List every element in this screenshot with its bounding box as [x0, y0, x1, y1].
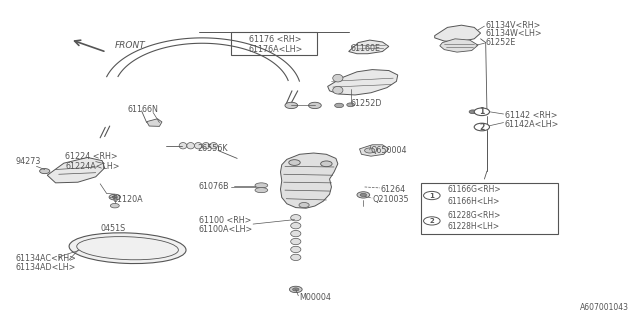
Bar: [231, 32, 317, 55]
Text: 94273: 94273: [15, 157, 41, 166]
Text: 61076B: 61076B: [199, 182, 230, 191]
Ellipse shape: [291, 215, 301, 221]
Ellipse shape: [179, 142, 187, 149]
Text: Q650004: Q650004: [371, 146, 408, 155]
Polygon shape: [440, 39, 478, 52]
Ellipse shape: [210, 142, 218, 149]
Circle shape: [424, 217, 440, 225]
Bar: [420, 183, 557, 234]
Text: 61100 <RH>: 61100 <RH>: [199, 216, 252, 225]
Circle shape: [360, 193, 367, 196]
Text: 61166N: 61166N: [127, 105, 159, 114]
Text: 61264: 61264: [381, 185, 406, 194]
Circle shape: [424, 191, 440, 200]
Text: 61224A<LH>: 61224A<LH>: [65, 162, 120, 171]
Ellipse shape: [291, 246, 301, 252]
Circle shape: [308, 102, 321, 108]
Ellipse shape: [291, 230, 301, 237]
Text: 61134AC<RH>: 61134AC<RH>: [15, 254, 76, 263]
Polygon shape: [47, 157, 104, 183]
Ellipse shape: [202, 142, 210, 149]
Text: 61134V<RH>: 61134V<RH>: [486, 21, 541, 30]
Ellipse shape: [195, 142, 202, 149]
Circle shape: [292, 288, 299, 291]
Text: 61166G<RH>: 61166G<RH>: [447, 185, 501, 194]
Text: 61160E: 61160E: [351, 44, 381, 53]
Text: Q210035: Q210035: [372, 195, 409, 204]
Circle shape: [474, 123, 490, 131]
Circle shape: [357, 192, 370, 198]
Text: 61134AD<LH>: 61134AD<LH>: [15, 263, 76, 272]
Text: 1: 1: [479, 107, 484, 116]
Circle shape: [110, 204, 119, 208]
Circle shape: [335, 103, 344, 108]
Ellipse shape: [255, 183, 268, 188]
Ellipse shape: [187, 142, 195, 149]
Text: 61134W<LH>: 61134W<LH>: [486, 29, 542, 38]
Text: 2: 2: [429, 218, 434, 224]
Ellipse shape: [333, 86, 343, 94]
Ellipse shape: [291, 238, 301, 245]
Polygon shape: [147, 119, 162, 126]
Text: 61252E: 61252E: [486, 38, 516, 47]
Ellipse shape: [69, 233, 186, 264]
Ellipse shape: [333, 74, 343, 82]
Circle shape: [289, 286, 302, 292]
Circle shape: [112, 196, 117, 198]
Circle shape: [289, 160, 300, 165]
Circle shape: [285, 102, 298, 108]
Text: 61166H<LH>: 61166H<LH>: [447, 197, 500, 206]
Circle shape: [365, 148, 375, 153]
Polygon shape: [280, 153, 338, 208]
Text: 2: 2: [479, 123, 484, 132]
Circle shape: [474, 108, 490, 116]
Text: 61228H<LH>: 61228H<LH>: [447, 222, 500, 231]
Circle shape: [40, 169, 50, 174]
Text: 61176 <RH>: 61176 <RH>: [249, 35, 301, 44]
Text: 61176A<LH>: 61176A<LH>: [248, 45, 303, 54]
Text: 26556K: 26556K: [198, 144, 228, 153]
Text: 61224 <RH>: 61224 <RH>: [65, 152, 118, 161]
Text: 61252D: 61252D: [351, 99, 382, 108]
Polygon shape: [360, 145, 389, 156]
Text: 61100A<LH>: 61100A<LH>: [199, 225, 253, 234]
Ellipse shape: [291, 254, 301, 260]
Circle shape: [347, 103, 355, 107]
Text: 61228G<RH>: 61228G<RH>: [447, 211, 501, 220]
Text: A607001043: A607001043: [580, 303, 629, 312]
Ellipse shape: [255, 188, 268, 193]
Circle shape: [299, 203, 309, 208]
Text: 0451S: 0451S: [100, 224, 125, 233]
Text: 61120A: 61120A: [113, 195, 143, 204]
Circle shape: [109, 194, 120, 200]
Polygon shape: [435, 25, 481, 42]
Text: 1: 1: [429, 193, 435, 198]
Text: 61142 <RH>: 61142 <RH>: [505, 111, 557, 120]
Circle shape: [469, 110, 477, 114]
Circle shape: [321, 161, 332, 167]
Text: M00004: M00004: [300, 292, 332, 301]
Text: FRONT: FRONT: [115, 41, 145, 50]
Polygon shape: [328, 69, 397, 95]
Polygon shape: [349, 40, 389, 54]
Text: 61142A<LH>: 61142A<LH>: [505, 120, 559, 129]
Ellipse shape: [291, 222, 301, 229]
